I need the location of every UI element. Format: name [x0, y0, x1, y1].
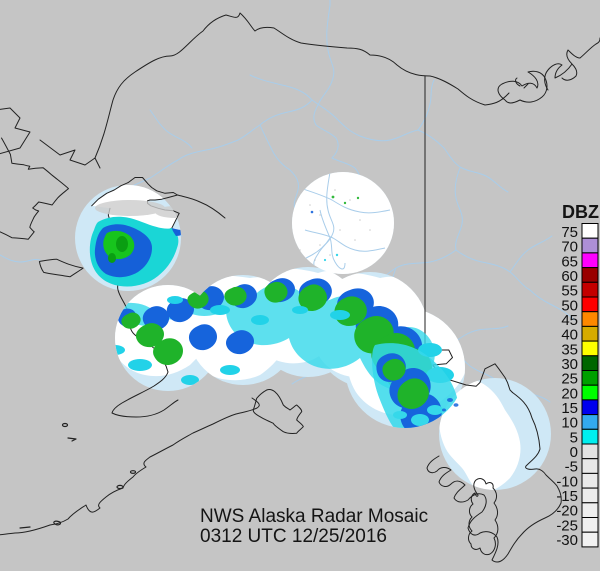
- svg-text:0312 UTC 12/25/2016: 0312 UTC 12/25/2016: [200, 526, 387, 547]
- svg-text:DBZ: DBZ: [562, 202, 599, 222]
- svg-text:NWS Alaska Radar Mosaic: NWS Alaska Radar Mosaic: [200, 506, 428, 527]
- svg-text:-30: -30: [556, 532, 578, 549]
